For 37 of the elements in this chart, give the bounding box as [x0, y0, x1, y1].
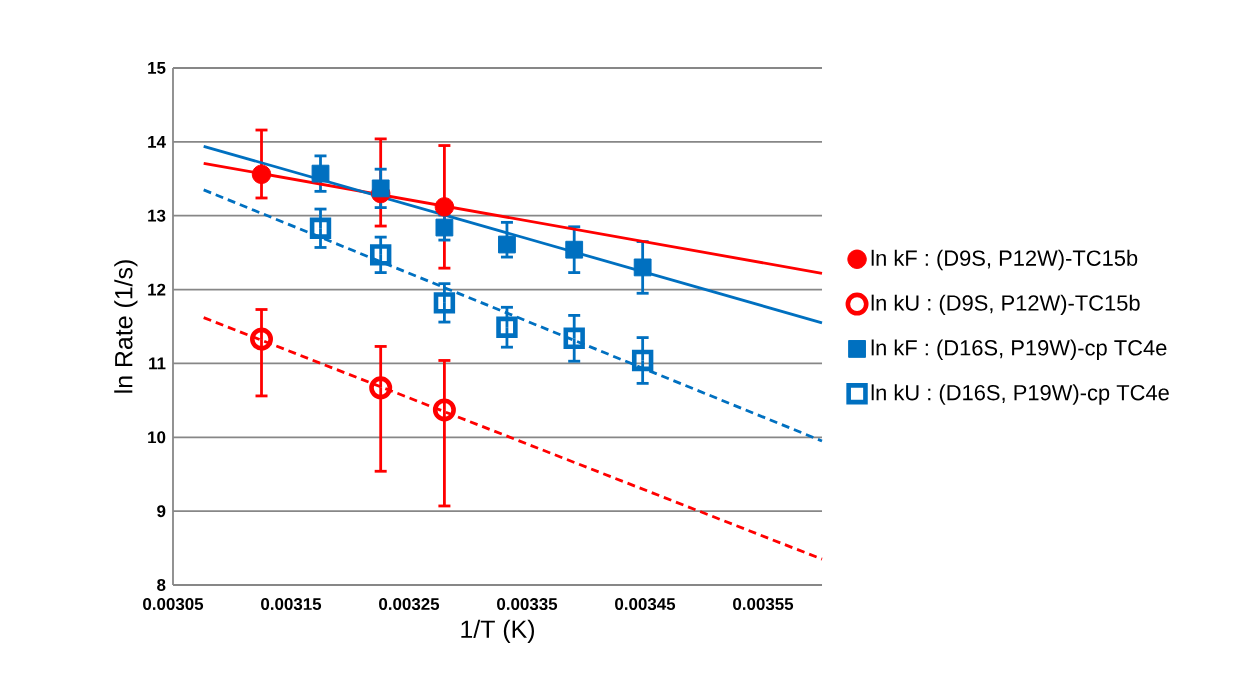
- point: [434, 197, 455, 217]
- y-tick-label: 8: [157, 579, 166, 591]
- point: [433, 292, 456, 314]
- point: [250, 327, 273, 351]
- point: [496, 316, 518, 338]
- point: [309, 217, 332, 239]
- x-tick-label: 0.00305: [143, 598, 204, 611]
- x-tick-label: 0.00355: [733, 598, 794, 611]
- legend-label: ln kU : (D16S, P19W)-cp TC4e: [871, 384, 1169, 405]
- y-tick-label: 13: [148, 209, 166, 222]
- y-tick-label: 15: [148, 62, 166, 74]
- point: [311, 164, 330, 183]
- point: [498, 235, 516, 254]
- point: [631, 349, 654, 372]
- y-tick-label: 10: [148, 431, 166, 444]
- point: [633, 258, 652, 277]
- point: [251, 164, 272, 185]
- y-tick-label: 11: [149, 357, 166, 370]
- point: [371, 179, 390, 198]
- y-axis-title: ln Rate (1/s): [114, 260, 138, 393]
- legend-label: ln kU : (D9S, P12W)-TC15b: [871, 294, 1140, 316]
- point: [563, 327, 585, 350]
- point: [565, 240, 584, 259]
- point: [369, 376, 393, 400]
- legend-label: ln kF : (D9S, P12W)-TC15b: [871, 249, 1138, 271]
- x-tick-label: 0.00315: [261, 598, 322, 611]
- point: [369, 244, 392, 266]
- x-tick-label: 0.00325: [379, 598, 440, 611]
- y-tick-label: 14: [148, 136, 166, 148]
- point: [435, 218, 454, 237]
- x-axis-title: 1/T (K): [461, 619, 534, 643]
- y-tick-label: 12: [148, 283, 166, 296]
- x-tick-label: 0.00345: [615, 598, 676, 611]
- x-tick-label: 0.00335: [497, 598, 558, 611]
- y-tick-label: 9: [157, 505, 166, 518]
- point: [432, 398, 456, 422]
- legend-label: ln kF : (D16S, P19W)-cp TC4e: [871, 339, 1167, 360]
